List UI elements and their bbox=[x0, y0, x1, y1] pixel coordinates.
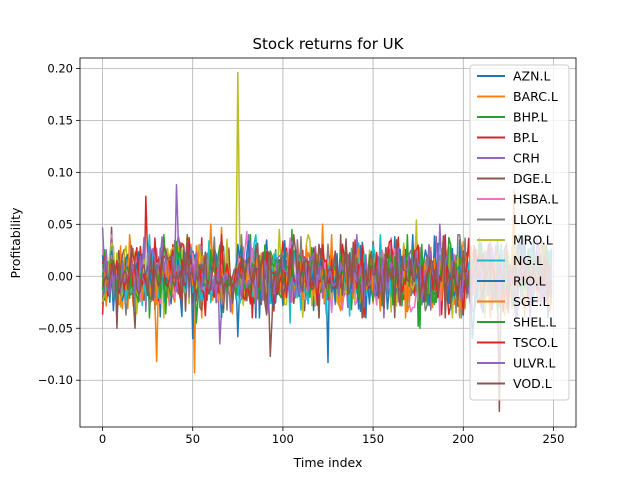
y-tick-label: 0.05 bbox=[47, 217, 73, 231]
x-tick-label: 250 bbox=[542, 432, 564, 446]
legend-label: LLOY.L bbox=[513, 212, 552, 227]
y-tick-label: 0.10 bbox=[47, 165, 73, 179]
axis-ticks: 0 50 100 150 200 250 −0.10 −0.05 0.00 0.05 0.10 0.1… bbox=[38, 61, 565, 446]
legend-label: ULVR.L bbox=[513, 356, 556, 371]
legend-label: RIO.L bbox=[513, 274, 546, 289]
x-tick-label: 150 bbox=[362, 432, 384, 446]
x-tick-label: 100 bbox=[272, 432, 294, 446]
legend-label: NG.L bbox=[513, 253, 543, 268]
legend-label: AZN.L bbox=[513, 69, 550, 84]
legend-label: BARC.L bbox=[513, 89, 558, 104]
legend-label: CRH bbox=[513, 151, 540, 166]
x-tick-label: 0 bbox=[99, 432, 106, 446]
legend: AZN.L BARC.L BHP.L BP.L CRH DGE.L HSBA.L LLOY.L… bbox=[469, 64, 570, 401]
y-tick-label: 0.00 bbox=[47, 269, 73, 283]
legend-label: SHEL.L bbox=[513, 315, 556, 330]
plot-frame bbox=[79, 57, 577, 428]
y-tick-label: −0.10 bbox=[38, 373, 73, 387]
x-tick-label: 50 bbox=[185, 432, 200, 446]
legend-label: BHP.L bbox=[513, 110, 548, 125]
legend-label: VOD.L bbox=[513, 376, 552, 391]
y-tick-label: −0.05 bbox=[38, 321, 73, 335]
legend-label: HSBA.L bbox=[513, 192, 558, 207]
legend-label: BP.L bbox=[513, 130, 538, 145]
chart-title: Stock returns for UK bbox=[253, 35, 405, 53]
y-tick-label: 0.20 bbox=[47, 61, 73, 75]
x-axis-label: Time index bbox=[293, 455, 363, 470]
x-tick-label: 200 bbox=[452, 432, 474, 446]
y-tick-label: 0.15 bbox=[47, 113, 73, 127]
legend-label: MRO.L bbox=[513, 233, 553, 248]
legend-box bbox=[469, 64, 570, 401]
legend-label: DGE.L bbox=[513, 171, 551, 186]
y-axis-label: Profitability bbox=[8, 207, 23, 279]
legend-label: SGE.L bbox=[513, 294, 549, 309]
legend-label: TSCO.L bbox=[512, 335, 558, 350]
